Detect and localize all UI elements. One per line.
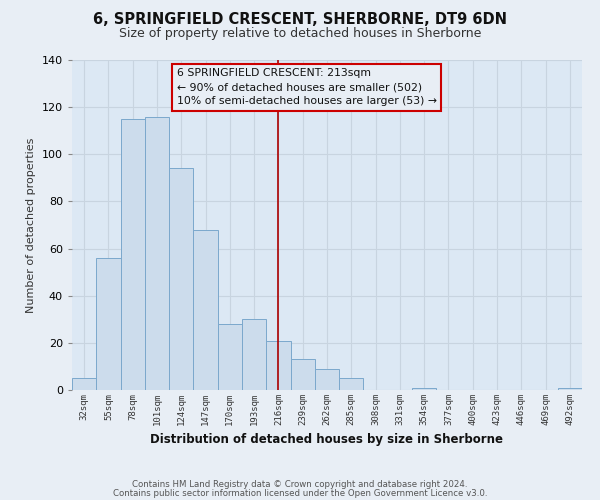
Bar [96, 258, 121, 390]
Bar [558, 388, 582, 390]
Text: 6, SPRINGFIELD CRESCENT, SHERBORNE, DT9 6DN: 6, SPRINGFIELD CRESCENT, SHERBORNE, DT9 … [93, 12, 507, 28]
X-axis label: Distribution of detached houses by size in Sherborne: Distribution of detached houses by size … [151, 434, 503, 446]
Text: Contains HM Land Registry data © Crown copyright and database right 2024.: Contains HM Land Registry data © Crown c… [132, 480, 468, 489]
Bar [72, 378, 96, 390]
Text: Contains public sector information licensed under the Open Government Licence v3: Contains public sector information licen… [113, 489, 487, 498]
Bar [121, 119, 145, 390]
Bar [169, 168, 193, 390]
Bar [193, 230, 218, 390]
Text: Size of property relative to detached houses in Sherborne: Size of property relative to detached ho… [119, 28, 481, 40]
Bar [412, 388, 436, 390]
Bar [290, 360, 315, 390]
Bar [242, 320, 266, 390]
Bar [266, 340, 290, 390]
Bar [145, 116, 169, 390]
Bar [218, 324, 242, 390]
Bar [315, 369, 339, 390]
Text: 6 SPRINGFIELD CRESCENT: 213sqm
← 90% of detached houses are smaller (502)
10% of: 6 SPRINGFIELD CRESCENT: 213sqm ← 90% of … [176, 68, 437, 106]
Bar [339, 378, 364, 390]
Y-axis label: Number of detached properties: Number of detached properties [26, 138, 36, 312]
